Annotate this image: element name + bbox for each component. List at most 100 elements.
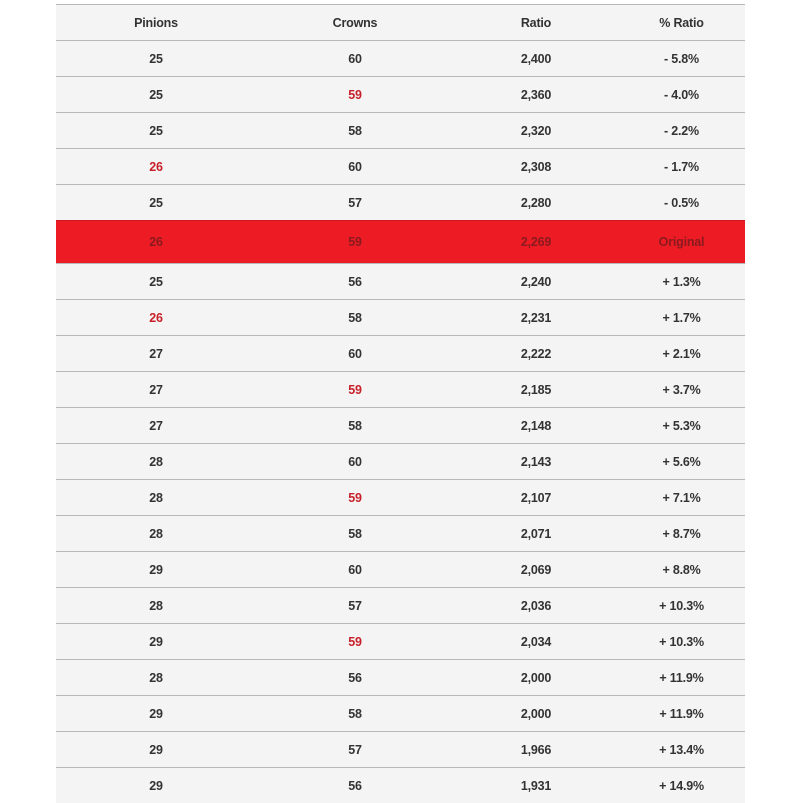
pct-ratio-cell: + 10.3% (618, 624, 745, 660)
pct-ratio-cell: + 14.9% (618, 768, 745, 803)
pct-ratio-cell: - 4.0% (618, 77, 745, 113)
crowns-cell: 60 (256, 149, 454, 185)
ratio-cell: 2,320 (454, 113, 618, 149)
crowns-cell: 60 (256, 444, 454, 480)
ratio-cell: 2,280 (454, 185, 618, 221)
pct-ratio-cell: Original (618, 221, 745, 264)
pinions-cell: 28 (56, 480, 256, 516)
ratio-cell: 1,966 (454, 732, 618, 768)
ratio-cell: 1,931 (454, 768, 618, 803)
pct-ratio-cell: - 1.7% (618, 149, 745, 185)
pinions-cell: 25 (56, 41, 256, 77)
pinions-cell: 29 (56, 624, 256, 660)
pct-ratio-cell: + 8.7% (618, 516, 745, 552)
crowns-cell: 56 (256, 264, 454, 300)
pinions-cell: 27 (56, 336, 256, 372)
pinions-cell: 25 (56, 77, 256, 113)
ratio-cell: 2,400 (454, 41, 618, 77)
pct-ratio-cell: + 2.1% (618, 336, 745, 372)
pct-ratio-cell: - 0.5% (618, 185, 745, 221)
pct-ratio-cell: + 7.1% (618, 480, 745, 516)
pinions-cell: 26 (56, 300, 256, 336)
ratio-cell: 2,143 (454, 444, 618, 480)
pct-ratio-cell: + 5.3% (618, 408, 745, 444)
ratio-cell: 2,148 (454, 408, 618, 444)
pinions-cell: 28 (56, 516, 256, 552)
pct-ratio-cell: + 13.4% (618, 732, 745, 768)
crowns-cell: 60 (256, 336, 454, 372)
pct-ratio-cell: + 1.7% (618, 300, 745, 336)
pinions-cell: 29 (56, 696, 256, 732)
pct-ratio-cell: + 3.7% (618, 372, 745, 408)
pinions-cell: 25 (56, 185, 256, 221)
ratio-cell: 2,231 (454, 300, 618, 336)
ratio-cell: 2,269 (454, 221, 618, 264)
crowns-cell: 58 (256, 516, 454, 552)
pct-ratio-cell: + 11.9% (618, 660, 745, 696)
crowns-cell: 58 (256, 408, 454, 444)
pct-ratio-cell: - 5.8% (618, 41, 745, 77)
pinions-cell: 26 (56, 221, 256, 264)
ratio-cell: 2,360 (454, 77, 618, 113)
pinions-cell: 28 (56, 588, 256, 624)
ratio-cell: 2,034 (454, 624, 618, 660)
header-pct-ratio: % Ratio (618, 5, 745, 41)
crowns-cell: 57 (256, 732, 454, 768)
pinions-cell: 27 (56, 372, 256, 408)
crowns-cell: 60 (256, 552, 454, 588)
pinions-cell: 27 (56, 408, 256, 444)
crowns-cell: 58 (256, 696, 454, 732)
pinions-cell: 29 (56, 552, 256, 588)
pinions-cell: 28 (56, 660, 256, 696)
crowns-cell: 58 (256, 300, 454, 336)
ratio-cell: 2,069 (454, 552, 618, 588)
pinions-cell: 25 (56, 113, 256, 149)
pct-ratio-cell: + 8.8% (618, 552, 745, 588)
crowns-cell: 59 (256, 77, 454, 113)
pinions-cell: 25 (56, 264, 256, 300)
crowns-cell: 59 (256, 221, 454, 264)
ratio-cell: 2,107 (454, 480, 618, 516)
ratio-cell: 2,000 (454, 696, 618, 732)
header-pinions: Pinions (56, 5, 256, 41)
ratio-cell: 2,000 (454, 660, 618, 696)
pinions-cell: 29 (56, 768, 256, 803)
pinions-cell: 28 (56, 444, 256, 480)
ratio-cell: 2,308 (454, 149, 618, 185)
pinions-cell: 29 (56, 732, 256, 768)
pct-ratio-cell: + 11.9% (618, 696, 745, 732)
ratio-cell: 2,036 (454, 588, 618, 624)
header-row: Pinions Crowns Ratio % Ratio (56, 5, 745, 41)
crowns-cell: 58 (256, 113, 454, 149)
pct-ratio-cell: + 5.6% (618, 444, 745, 480)
crowns-cell: 59 (256, 372, 454, 408)
crowns-cell: 56 (256, 660, 454, 696)
ratio-cell: 2,185 (454, 372, 618, 408)
ratio-cell: 2,240 (454, 264, 618, 300)
header-crowns: Crowns (256, 5, 454, 41)
crowns-cell: 59 (256, 624, 454, 660)
ratio-cell: 2,071 (454, 516, 618, 552)
crowns-cell: 59 (256, 480, 454, 516)
pct-ratio-cell: + 1.3% (618, 264, 745, 300)
